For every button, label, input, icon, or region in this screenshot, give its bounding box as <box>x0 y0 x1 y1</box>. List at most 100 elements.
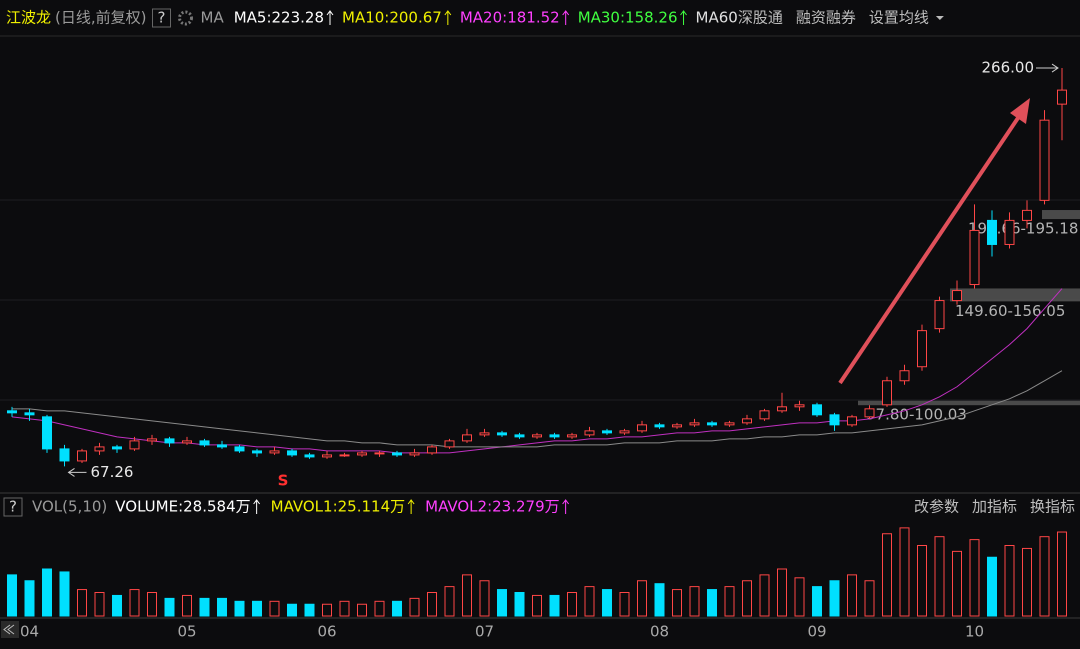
volume-bar <box>112 594 122 617</box>
volume-bar <box>1004 545 1015 617</box>
volume-bar <box>742 580 752 617</box>
volume-bar <box>514 592 525 617</box>
candle-body <box>444 440 455 448</box>
volume-bar <box>882 533 892 617</box>
header-text[interactable]: 设置均线 <box>869 9 929 27</box>
volume-bar <box>427 592 437 617</box>
candle-body <box>689 422 700 426</box>
trend-icon <box>326 10 334 25</box>
candle-body <box>602 430 612 434</box>
candle-body <box>724 422 735 426</box>
candle-body <box>864 408 875 418</box>
range-label: 149.60-156.05 <box>955 302 1065 320</box>
candle-body <box>952 290 962 302</box>
header-text: MA30:158.26 <box>578 9 678 27</box>
volume-bar <box>1057 531 1067 617</box>
range-label: 97.80-100.03 <box>866 406 967 424</box>
header-text[interactable]: 融资融券 <box>796 9 856 27</box>
header-text[interactable]: 深股通 <box>738 9 783 27</box>
signal-marker: S <box>278 472 289 490</box>
volume-bar <box>217 597 227 617</box>
candle-body <box>672 424 682 428</box>
candle-body <box>304 454 315 458</box>
volume-bar <box>304 603 315 617</box>
candle-body <box>182 440 192 444</box>
volume-bar <box>969 539 980 617</box>
candle-body <box>164 438 175 444</box>
trend-arrow <box>838 110 1024 385</box>
volume-bar <box>357 603 367 617</box>
header-text: MA60 <box>696 9 738 27</box>
volume-bar <box>724 586 735 617</box>
candle-body <box>24 412 35 416</box>
volume-bar <box>619 592 630 617</box>
volume-bar <box>794 577 805 617</box>
range-label: 190.66-195.18 <box>968 220 1078 238</box>
candle-body <box>427 446 437 454</box>
range-band <box>858 400 1080 406</box>
volume-bar <box>777 568 787 617</box>
candle-body <box>934 300 945 330</box>
volume-bar <box>497 589 507 617</box>
volume-bar <box>409 597 420 617</box>
indicator-button[interactable]: 改参数 <box>914 498 959 516</box>
x-tick-label: 04 <box>20 623 39 641</box>
volume-bar <box>59 571 70 617</box>
candle-body <box>234 446 245 452</box>
volume-bar <box>917 545 927 617</box>
x-tick-label: 05 <box>177 623 196 641</box>
volume-bar <box>24 580 35 617</box>
candle-body <box>1004 219 1015 245</box>
volume-bar <box>689 586 700 617</box>
help[interactable]: ? <box>158 9 166 27</box>
volume-bar <box>7 574 17 617</box>
trend-arrow-head <box>1010 98 1030 124</box>
volume-bar <box>987 556 997 617</box>
range-band <box>1042 210 1080 220</box>
indicator-button[interactable]: 加指标 <box>972 498 1017 516</box>
trend-icon <box>562 499 570 514</box>
candle-body <box>374 452 385 455</box>
volume-bar <box>164 597 175 617</box>
candle-body <box>252 450 262 454</box>
volume-header-text: MAVOL1:25.114万 <box>271 498 406 516</box>
ma-line <box>12 370 1063 448</box>
volume-bar <box>672 589 682 617</box>
indicator-button[interactable]: 换指标 <box>1030 498 1075 516</box>
candle-body <box>637 424 647 432</box>
help-box[interactable] <box>3 497 23 517</box>
help-box[interactable] <box>152 8 171 28</box>
volume-bar <box>759 574 770 617</box>
volume-bar <box>532 594 542 617</box>
candle-body <box>917 330 927 368</box>
volume-bar <box>567 592 577 617</box>
candle-body <box>847 416 857 426</box>
header-text: MA5:223.28 <box>234 9 324 27</box>
volume-bar <box>952 550 962 617</box>
candle-body <box>882 380 892 406</box>
candle-body <box>969 229 980 286</box>
scroll-button[interactable] <box>1 621 19 638</box>
candle-body <box>94 446 105 452</box>
candle-body <box>497 432 507 436</box>
volume-bar <box>549 594 560 617</box>
trend-icon <box>562 10 570 25</box>
settings-icon[interactable] <box>178 10 193 26</box>
help[interactable]: ? <box>9 498 17 516</box>
high-pointer <box>1036 63 1059 73</box>
candle-body <box>532 434 542 438</box>
volume-bar <box>392 600 402 617</box>
candle-body <box>339 454 350 457</box>
volume-bar <box>287 603 297 617</box>
candle-body <box>112 446 122 450</box>
candle-body <box>147 438 157 442</box>
candle-body <box>567 434 577 438</box>
candle-body <box>322 454 332 458</box>
candle-body <box>1057 89 1067 105</box>
volume-bar <box>812 586 822 617</box>
trend-icon <box>253 499 261 514</box>
candle-body <box>357 452 367 456</box>
candle-body <box>409 452 420 456</box>
x-tick-label: 10 <box>965 623 984 641</box>
